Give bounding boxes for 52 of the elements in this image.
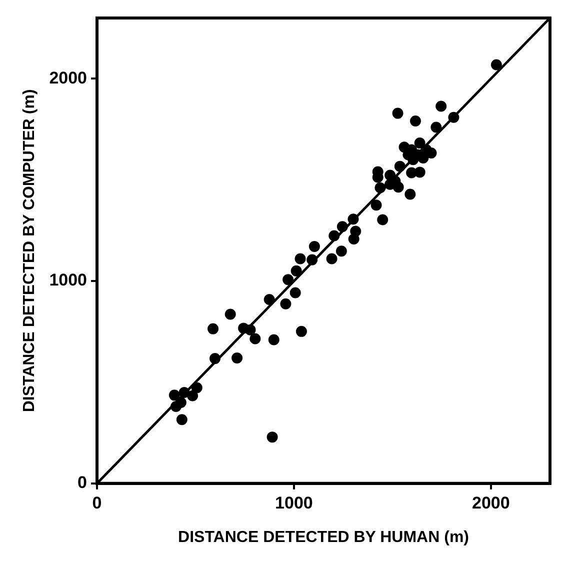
x-axis-title: DISTANCE DETECTED BY HUMAN (m) [178,528,469,546]
point [187,390,198,402]
y-tick-label: 2000 [49,68,88,88]
point [208,323,219,334]
point [336,246,347,257]
point [294,253,306,264]
point [370,200,382,211]
point [264,294,275,305]
x-tick-label: 2000 [472,493,510,512]
point [175,396,186,408]
point [430,122,442,133]
point [290,265,302,276]
point [209,353,220,364]
point [436,100,447,112]
point [178,387,190,398]
point [448,112,460,123]
x-tick-label: 1000 [275,493,313,512]
point [328,230,340,242]
point [238,322,250,334]
point [191,382,202,394]
point [232,352,243,364]
point [280,298,292,310]
point [348,233,360,244]
point [410,115,421,126]
point [392,108,404,119]
point [296,326,307,337]
point [406,167,418,178]
point [377,214,388,226]
point [282,274,294,286]
point [176,414,188,426]
point [394,160,406,172]
point [404,188,416,200]
point [348,214,359,225]
x-tick-label: 0 [92,493,102,512]
point [250,333,261,344]
point [290,287,301,298]
point [224,308,236,320]
y-tick-label: 1000 [49,270,88,290]
y-axis-title: DISTANCE DETECTED BY COMPUTER (m) [21,89,38,412]
point [490,59,502,70]
point [308,240,320,252]
point [266,432,278,443]
point [392,182,404,193]
point [326,253,338,264]
point [374,182,386,194]
point [414,138,426,149]
y-tick-label: 0 [78,473,88,492]
point [336,221,348,232]
point [418,152,429,164]
point [168,390,180,401]
point [306,254,318,266]
point [268,334,280,346]
